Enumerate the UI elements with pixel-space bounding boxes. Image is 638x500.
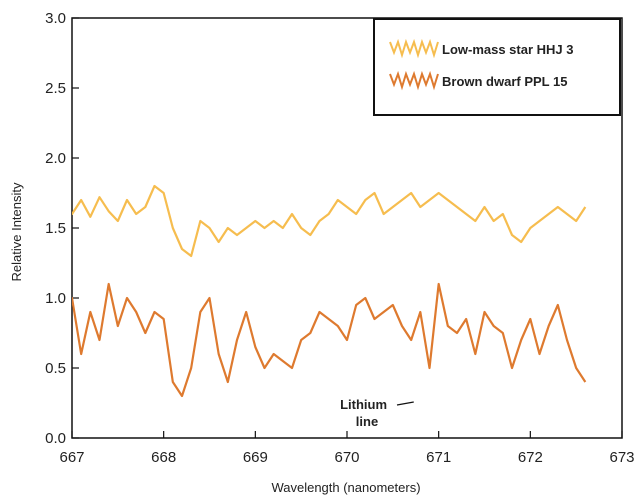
- annotation-label-line2: line: [356, 414, 378, 429]
- series-layer: [72, 184, 587, 398]
- legend-label-1: Brown dwarf PPL 15: [442, 74, 567, 89]
- legend-label-0: Low-mass star HHJ 3: [442, 42, 574, 57]
- y-tick-label: 0.0: [45, 430, 66, 447]
- x-tick-label: 670: [334, 449, 359, 466]
- legend-box: [373, 18, 621, 116]
- y-tick-label: 0.5: [45, 360, 66, 377]
- x-tick-label: 667: [59, 449, 84, 466]
- x-tick-label: 673: [609, 449, 634, 466]
- y-axis-title: Relative Intensity: [9, 182, 24, 281]
- x-tick-label: 669: [243, 449, 268, 466]
- annotation-label: Lithium: [340, 397, 387, 412]
- annotation-layer: Lithium line: [340, 397, 414, 429]
- x-tick-label: 672: [518, 449, 543, 466]
- annotation-pointer: [396, 401, 414, 406]
- series-line-0: [72, 184, 587, 258]
- x-axis-title: Wavelength (nanometers): [271, 480, 420, 495]
- axes: 0.0 0.5 1.0 1.5 2.0 2.5 3.0 667 668 669 670 671 672 6…: [45, 10, 634, 466]
- y-tick-label: 3.0: [45, 10, 66, 27]
- y-tick-label: 2.5: [45, 80, 66, 97]
- legend-swatch-0: [389, 38, 439, 59]
- y-tick-label: 2.0: [45, 150, 66, 167]
- legend: Low-mass star HHJ 3 Brown dwarf PPL 15: [373, 18, 621, 116]
- series-line-1: [72, 282, 587, 398]
- y-tick-label: 1.0: [45, 290, 66, 307]
- legend-swatch-1: [389, 70, 439, 91]
- x-tick-label: 668: [151, 449, 176, 466]
- y-tick-label: 1.5: [45, 220, 66, 237]
- x-tick-label: 671: [426, 449, 451, 466]
